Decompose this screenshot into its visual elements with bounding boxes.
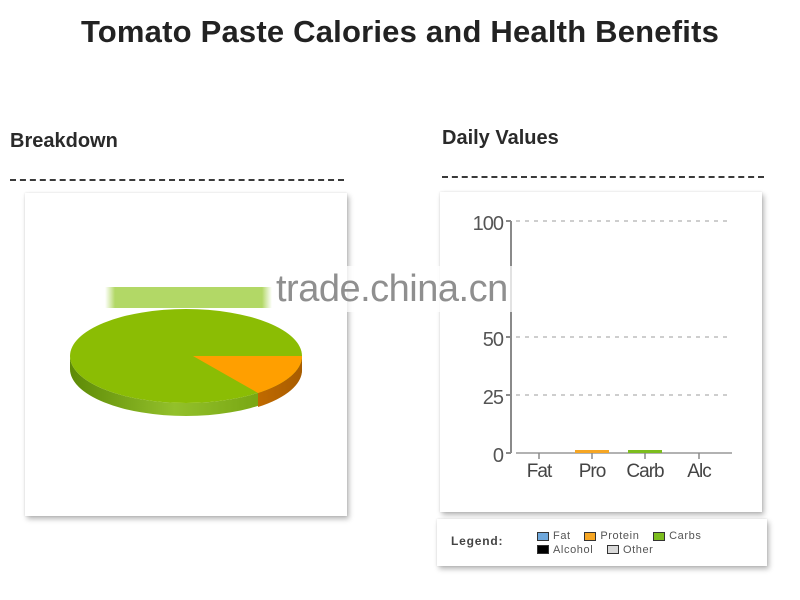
alcohol-swatch-icon	[537, 545, 549, 554]
bar-protein	[575, 450, 609, 453]
page-title: Tomato Paste Calories and Health Benefit…	[80, 14, 720, 49]
svg-text:100: 100	[473, 213, 504, 235]
x-label-alc: Alc	[687, 461, 711, 482]
grid-lines	[516, 220, 732, 454]
legend-item-other: Other	[606, 544, 654, 556]
pie-highlight	[105, 287, 272, 308]
daily-values-heading: Daily Values	[442, 127, 559, 149]
pie-slice-protein	[193, 356, 303, 393]
pie-chart	[70, 287, 303, 416]
pie-side-protein	[258, 356, 303, 407]
x-label-carb: Carb	[626, 461, 664, 482]
legend-item-alcohol: Alcohol	[537, 544, 593, 556]
protein-swatch-icon	[584, 531, 597, 541]
pie-side-carbs	[70, 356, 302, 416]
breakdown-pie-card	[25, 193, 347, 516]
legend-label: Legend:	[451, 534, 504, 548]
x-label-fat: Fat	[527, 461, 553, 482]
legend-items: Fat Protein Carbs Alcohol Other	[537, 530, 762, 557]
svg-text:25: 25	[483, 387, 504, 409]
other-swatch-icon	[606, 545, 619, 554]
breakdown-heading: Breakdown	[10, 130, 118, 152]
breakdown-divider	[10, 179, 344, 181]
daily-values-divider	[442, 176, 764, 178]
daily-values-bar-card: 100 50 25 0 Fat Pro Carb Alc	[440, 192, 762, 512]
svg-text:0: 0	[493, 445, 504, 467]
chart-legend: Legend: Fat Protein Carbs Alcohol Other	[437, 519, 767, 566]
legend-item-fat: Fat	[537, 530, 571, 542]
legend-item-protein: Protein	[584, 530, 639, 542]
x-label-pro: Pro	[579, 461, 606, 482]
bar-chart: 100 50 25 0 Fat Pro Carb Alc	[473, 213, 732, 482]
svg-text:50: 50	[483, 329, 504, 351]
fat-swatch-icon	[537, 531, 549, 541]
watermark: trade.china.cn	[272, 266, 512, 312]
bar-carbs	[628, 450, 662, 453]
legend-item-carbs: Carbs	[653, 530, 701, 542]
x-tick-labels: Fat Pro Carb Alc	[527, 461, 712, 482]
carbs-swatch-icon	[653, 531, 666, 541]
y-tick-labels: 100 50 25 0	[473, 213, 505, 467]
